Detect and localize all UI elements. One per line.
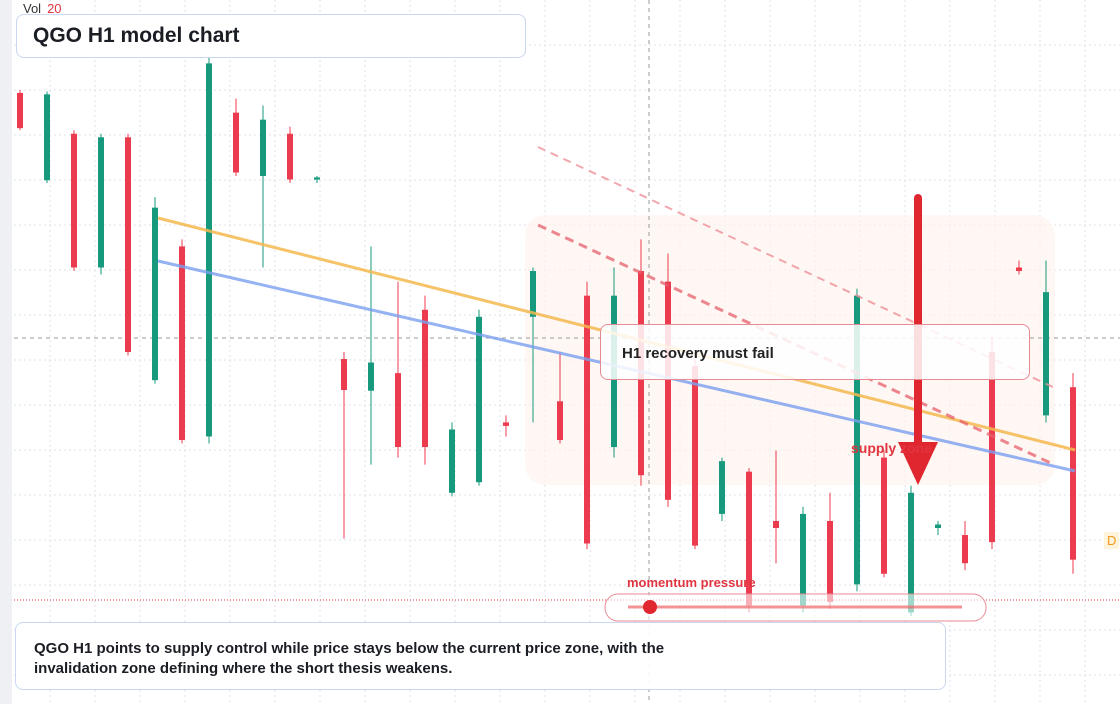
candle-body — [206, 63, 212, 437]
candle-body — [935, 524, 941, 528]
volume-label: Vol — [23, 1, 42, 16]
candle-body — [530, 271, 536, 317]
candle-body — [503, 422, 509, 426]
candle-body — [746, 471, 752, 606]
candle-body — [584, 295, 590, 544]
candle-body — [962, 535, 968, 564]
arrow-head — [898, 442, 938, 485]
candle-body — [800, 513, 806, 606]
volume-value: 20 — [47, 1, 62, 16]
candle-body — [287, 133, 293, 180]
candle-body — [125, 137, 131, 352]
candle-body — [1043, 292, 1049, 416]
candle-body — [341, 359, 347, 391]
candle-body — [1016, 267, 1022, 272]
dashed-channel — [537, 223, 1056, 467]
candle-body — [773, 520, 779, 528]
candle-body — [881, 457, 887, 574]
pressure-dot — [643, 600, 657, 614]
volume-legend: Vol 20 — [23, 1, 62, 16]
candle-body — [557, 401, 563, 440]
candle-body — [179, 246, 185, 440]
candle-body — [71, 133, 77, 268]
left-strip — [0, 0, 12, 704]
candle-body — [395, 373, 401, 448]
tag: D — [1104, 532, 1120, 549]
candle-body — [17, 92, 23, 129]
candle-body — [98, 137, 104, 268]
dashed-channel-upper — [537, 146, 1056, 389]
candle-body — [665, 281, 671, 500]
footer-text: QGO H1 points to supply control while pr… — [34, 640, 665, 677]
candle-body — [719, 461, 725, 514]
candle-body — [1070, 387, 1076, 560]
candle-body — [368, 362, 374, 391]
chart-title: QGO H1 model chart — [16, 14, 526, 58]
candle-body — [422, 309, 428, 448]
zone-label: supply zone — [851, 440, 932, 456]
candle-body — [260, 119, 266, 176]
candle-body — [908, 492, 914, 613]
candle-body — [152, 207, 158, 381]
callout: H1 recovery must fail — [600, 324, 1030, 380]
candle-body — [692, 366, 698, 546]
pressure-label: momentum pressure — [627, 575, 756, 590]
candle-body — [989, 352, 995, 543]
candles — [17, 56, 1076, 616]
candle-body — [44, 94, 50, 181]
candle-body — [314, 177, 320, 180]
candle-body — [476, 316, 482, 483]
footer: QGO H1 points to supply control while pr… — [15, 622, 946, 690]
candle-body — [827, 520, 833, 602]
candle-body — [449, 429, 455, 493]
candle-body — [854, 295, 860, 585]
candle-body — [233, 112, 239, 173]
